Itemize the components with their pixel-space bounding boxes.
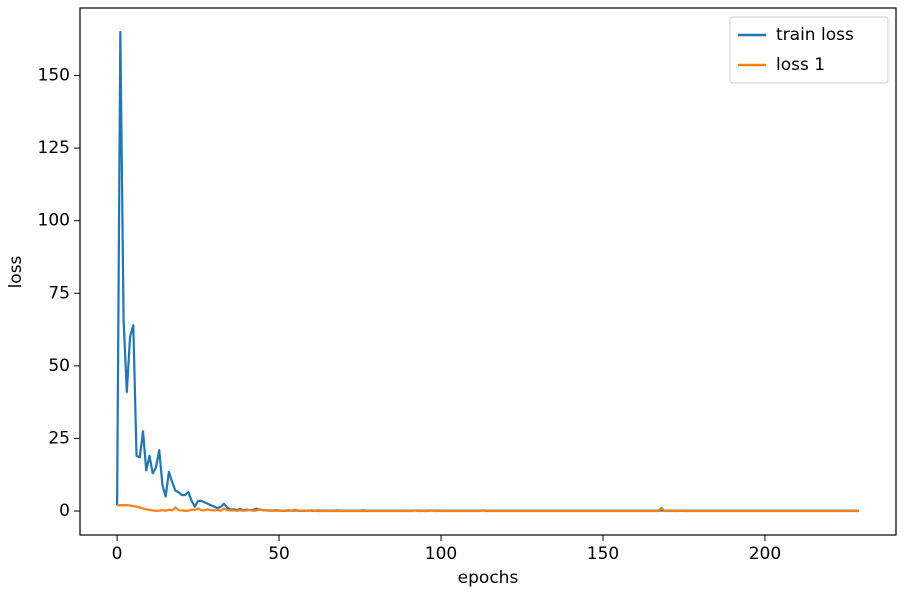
y-tick-label: 125	[38, 138, 70, 158]
y-tick-label: 150	[38, 66, 70, 86]
series-line	[115, 30, 859, 512]
x-tick-label: 0	[112, 544, 123, 564]
plot-frame	[79, 7, 897, 536]
x-axis-label: epochs	[458, 568, 519, 588]
y-tick-label: 100	[38, 211, 70, 231]
legend-label: loss 1	[776, 55, 825, 75]
y-tick-label: 25	[48, 428, 70, 448]
legend-box	[729, 16, 889, 84]
x-tick-label: 200	[749, 544, 781, 564]
y-axis-label: loss	[6, 255, 26, 288]
x-tick-label: 50	[268, 544, 290, 564]
legend: train loss loss 1	[729, 16, 889, 84]
y-tick-label: 50	[48, 356, 70, 376]
y-tick-label: 75	[48, 283, 70, 303]
series-line	[117, 504, 859, 513]
x-tick-label: 100	[425, 544, 457, 564]
x-tick-label: 150	[587, 544, 619, 564]
legend-label: train loss	[776, 25, 854, 45]
y-tick-label: 0	[59, 501, 70, 521]
